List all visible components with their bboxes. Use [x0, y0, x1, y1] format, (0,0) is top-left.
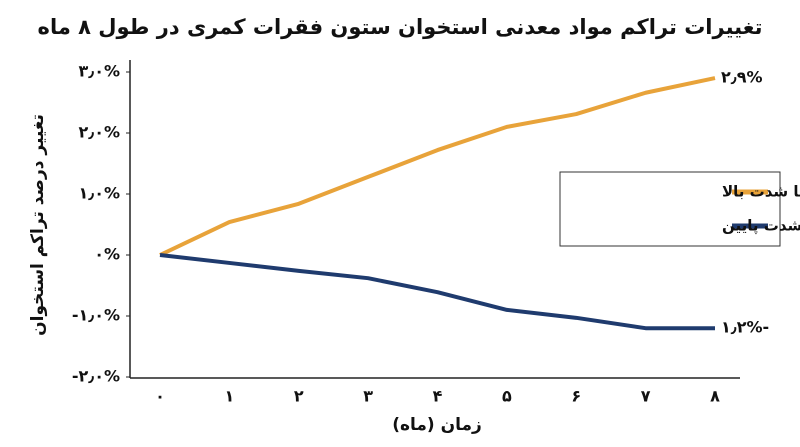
x-tick-label: ۷ [641, 387, 651, 406]
y-tick-label: ۳٫۰% [78, 62, 120, 81]
legend-label: کنترل با شدت پایین [722, 217, 800, 236]
y-axis-title: تغییر درصد تراکم استخوان [28, 114, 48, 336]
x-axis-title: زمان (ماه) [392, 415, 482, 435]
value-label: ۱٫۲%- [721, 318, 769, 337]
x-tick-label: ۳ [363, 387, 373, 406]
data-line [159, 253, 715, 331]
x-tick-label: ۵ [502, 387, 512, 406]
y-tick-label: ۲٫۰% [78, 123, 120, 142]
x-tick-label: ۲ [294, 387, 304, 406]
x-tick-label: ۶ [571, 387, 581, 406]
x-tick-label: ۴ [433, 387, 443, 406]
chart-title: تغییرات تراکم مواد معدنی استخوان ستون فق… [38, 15, 763, 39]
y-tick-label: -۲٫۰% [72, 367, 120, 386]
y-tick-label: ۰% [94, 245, 120, 264]
value-label: ۲٫۹% [721, 68, 763, 87]
data-line [159, 76, 716, 257]
x-tick-label: ۰ [155, 387, 165, 406]
legend-box [559, 171, 781, 247]
legend-label: تمرین با شدت بالا [722, 183, 800, 201]
y-tick-label: ۱٫۰% [78, 184, 120, 203]
y-tick-label: -۱٫۰% [72, 306, 120, 325]
x-tick-label: ۱ [224, 387, 234, 406]
x-tick-label: ۸ [710, 387, 720, 406]
